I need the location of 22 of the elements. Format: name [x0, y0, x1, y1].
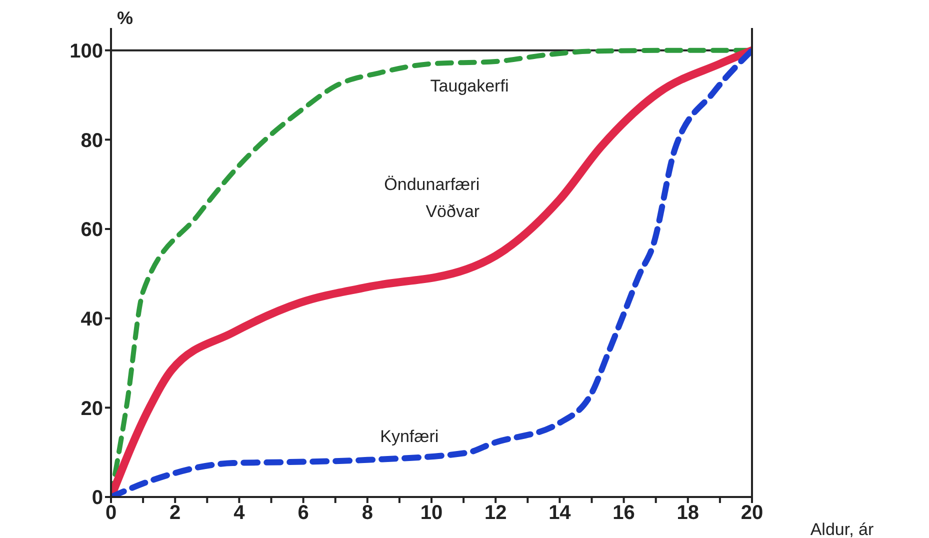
x-tick-label: 8 [362, 502, 373, 524]
x-tick-label: 20 [740, 502, 764, 524]
y-tick-label: 0 [92, 487, 103, 510]
x-tick-label: 14 [548, 502, 572, 524]
x-tick-label: 18 [676, 502, 700, 524]
series-label: Taugakerfi [430, 76, 509, 96]
series-label: Kynfæri [380, 426, 439, 446]
y-tick-label: 40 [80, 308, 103, 330]
x-tick-label: 6 [298, 502, 309, 524]
x-tick-label: 2 [170, 502, 181, 524]
x-tick-label: 4 [234, 502, 246, 524]
y-tick-label: 20 [80, 398, 103, 420]
y-tick-label: 100 [70, 40, 103, 62]
y-tick-label: 60 [80, 219, 103, 242]
y-axis-title: % [116, 8, 134, 28]
x-axis-title: Aldur, ár [810, 520, 874, 538]
x-tick-label: 16 [612, 502, 635, 524]
x-tick-label: 10 [420, 502, 443, 524]
x-tick-label: 0 [105, 502, 117, 524]
text: Öndunarfæri Vöðvar [384, 174, 480, 221]
x-tick-label: 12 [484, 502, 507, 524]
y-tick-label: 80 [80, 130, 103, 152]
